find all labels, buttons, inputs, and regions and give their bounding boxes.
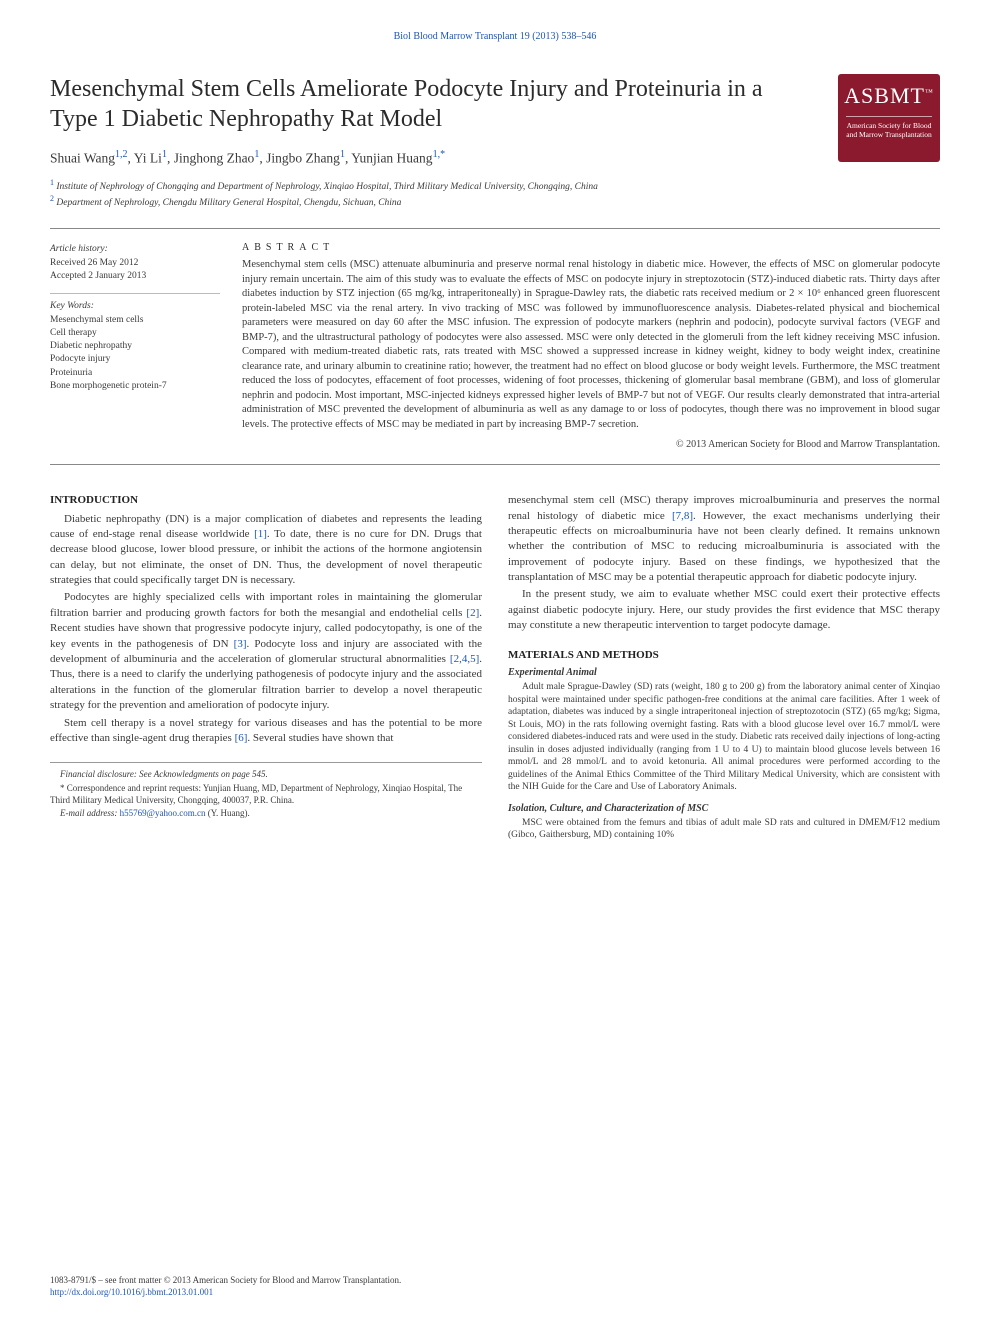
- author-name: Yi Li: [134, 151, 162, 166]
- keyword: Cell therapy: [50, 327, 220, 340]
- author-aff-link[interactable]: 1,2: [115, 149, 128, 160]
- subsection-heading: Isolation, Culture, and Characterization…: [508, 802, 940, 816]
- citation-link[interactable]: [2]: [466, 607, 479, 619]
- section-heading-methods: MATERIALS AND METHODS: [508, 648, 940, 663]
- author-aff-link[interactable]: 1: [162, 149, 167, 160]
- subsection-heading: Experimental Animal: [508, 666, 940, 680]
- issn-line: 1083-8791/$ – see front matter © 2013 Am…: [50, 1274, 401, 1286]
- body-paragraph: Podocytes are highly specialized cells w…: [50, 590, 482, 713]
- abstract-column: ABSTRACT Mesenchymal stem cells (MSC) at…: [242, 241, 940, 452]
- abstract-label: ABSTRACT: [242, 241, 940, 255]
- author-aff-link[interactable]: 1,*: [433, 149, 446, 160]
- keyword: Bone morphogenetic protein-7: [50, 380, 220, 393]
- abstract-text: Mesenchymal stem cells (MSC) attenuate a…: [242, 258, 940, 432]
- author-list: Shuai Wang1,2, Yi Li1, Jinghong Zhao1, J…: [50, 148, 940, 168]
- article-meta: Article history: Received 26 May 2012 Ac…: [50, 241, 220, 452]
- author-aff-link[interactable]: 1: [254, 149, 259, 160]
- body-paragraph: Adult male Sprague-Dawley (SD) rats (wei…: [508, 681, 940, 794]
- email-link[interactable]: h55769@yahoo.com.cn: [120, 808, 206, 818]
- page-footer: 1083-8791/$ – see front matter © 2013 Am…: [50, 1274, 401, 1298]
- accepted-date: Accepted 2 January 2013: [50, 270, 220, 283]
- author-name: Yunjian Huang: [351, 151, 432, 166]
- financial-disclosure: Financial disclosure: See Acknowledgment…: [50, 768, 482, 780]
- keyword: Proteinuria: [50, 367, 220, 380]
- doi-link[interactable]: http://dx.doi.org/10.1016/j.bbmt.2013.01…: [50, 1286, 401, 1298]
- aff-number: 1: [50, 178, 54, 187]
- email-line: E-mail address: h55769@yahoo.com.cn (Y. …: [50, 807, 482, 819]
- email-label: E-mail address:: [60, 808, 117, 818]
- keyword: Podocyte injury: [50, 353, 220, 366]
- aff-text: Department of Nephrology, Chengdu Milita…: [56, 199, 401, 209]
- correspondence: * Correspondence and reprint requests: Y…: [50, 782, 482, 806]
- citation-link[interactable]: [2,4,5]: [450, 653, 479, 665]
- keyword-list: Mesenchymal stem cells Cell therapy Diab…: [50, 314, 220, 394]
- title-block: Mesenchymal Stem Cells Ameliorate Podocy…: [50, 74, 940, 210]
- received-date: Received 26 May 2012: [50, 257, 220, 270]
- journal-reference: Biol Blood Marrow Transplant 19 (2013) 5…: [50, 30, 940, 44]
- keyword: Diabetic nephropathy: [50, 340, 220, 353]
- section-heading-introduction: INTRODUCTION: [50, 493, 482, 508]
- fin-text: Financial disclosure: See Acknowledgment…: [60, 769, 268, 779]
- logo-subtitle: American Society for Blood: [844, 121, 934, 130]
- copyright-line: © 2013 American Society for Blood and Ma…: [242, 438, 940, 452]
- aff-text: Institute of Nephrology of Chongqing and…: [56, 183, 597, 193]
- body-paragraph: In the present study, we aim to evaluate…: [508, 587, 940, 633]
- trademark-icon: ™: [925, 88, 934, 97]
- keyword: Mesenchymal stem cells: [50, 314, 220, 327]
- body-paragraph: MSC were obtained from the femurs and ti…: [508, 817, 940, 842]
- author-name: Jingbo Zhang: [266, 151, 340, 166]
- body-columns: INTRODUCTION Diabetic nephropathy (DN) i…: [50, 493, 940, 842]
- article-title: Mesenchymal Stem Cells Ameliorate Podocy…: [50, 74, 790, 134]
- meta-abstract-block: Article history: Received 26 May 2012 Ac…: [50, 228, 940, 465]
- author-name: Jinghong Zhao: [174, 151, 255, 166]
- aff-number: 2: [50, 194, 54, 203]
- citation-link[interactable]: [3]: [234, 638, 247, 650]
- affiliations: 1 Institute of Nephrology of Chongqing a…: [50, 178, 940, 210]
- citation-link[interactable]: [6]: [235, 732, 248, 744]
- citation-link[interactable]: [7,8]: [672, 510, 693, 522]
- history-label: Article history:: [50, 243, 220, 256]
- body-paragraph: Diabetic nephropathy (DN) is a major com…: [50, 512, 482, 589]
- body-paragraph: Stem cell therapy is a novel strategy fo…: [50, 716, 482, 747]
- author-aff-link[interactable]: 1: [340, 149, 345, 160]
- logo-acronym: ASBMT: [844, 83, 925, 108]
- logo-subtitle: and Marrow Transplantation: [844, 130, 934, 139]
- citation-link[interactable]: [1]: [254, 528, 267, 540]
- author-name: Shuai Wang: [50, 151, 115, 166]
- keywords-label: Key Words:: [50, 301, 94, 311]
- email-paren: (Y. Huang).: [208, 808, 250, 818]
- society-logo: ASBMT™ American Society for Blood and Ma…: [838, 74, 940, 162]
- body-paragraph: mesenchymal stem cell (MSC) therapy impr…: [508, 493, 940, 585]
- footnotes: Financial disclosure: See Acknowledgment…: [50, 762, 482, 819]
